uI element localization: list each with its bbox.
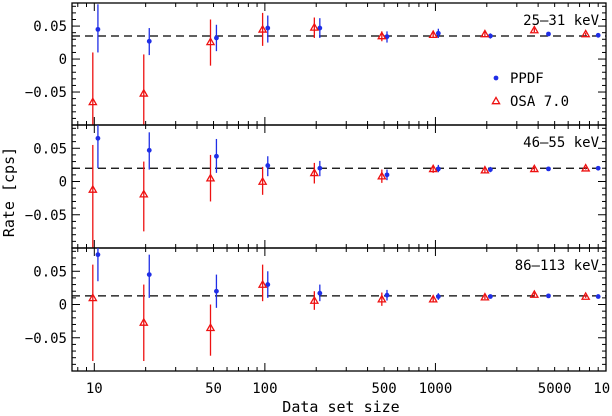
data-point	[595, 294, 601, 299]
data-point	[214, 35, 219, 41]
panel-1: 0.05 0 −0.05 25–31 keV	[25, 2, 607, 126]
data-point	[435, 30, 441, 36]
series-ppdf	[95, 4, 601, 56]
x-tick-label: 10	[86, 381, 103, 397]
series-osa-7-0	[88, 144, 591, 248]
data-point	[214, 153, 219, 159]
panel-3: 0.05 0 −0.05 86–113 keV	[25, 247, 607, 372]
data-point	[317, 25, 323, 31]
legend-item: PPDF	[493, 71, 544, 87]
x-tick-label: 500	[371, 381, 396, 397]
series-osa-7-0	[88, 264, 591, 362]
series-ppdf	[95, 125, 601, 181]
data-point	[428, 29, 438, 39]
data-point	[88, 184, 98, 193]
data-point	[377, 31, 387, 40]
data-point	[435, 294, 441, 299]
data-point	[205, 173, 216, 182]
panel-label: 25–31 keV	[523, 13, 599, 29]
y-tick-label: 0	[59, 298, 67, 314]
data-point	[529, 163, 540, 173]
data-point	[205, 322, 216, 332]
legend-marker	[493, 75, 499, 81]
y-axis-label: Rate [cps]	[0, 147, 18, 237]
y-tick-label: 0.05	[33, 264, 67, 280]
data-point	[480, 292, 490, 301]
data-point	[428, 163, 438, 173]
data-point	[139, 88, 149, 97]
x-tick-label: 5000	[538, 381, 572, 397]
data-point	[265, 163, 271, 168]
y-tick-label: −0.05	[25, 85, 67, 101]
y-tick-label: 0.05	[33, 19, 67, 35]
panel-label: 46–55 keV	[523, 135, 599, 151]
data-point	[580, 163, 591, 172]
x-tick-label: 50	[205, 381, 222, 397]
data-point	[146, 38, 152, 44]
legend-item: OSA 7.0	[491, 94, 569, 110]
y-tick-label: 0	[59, 175, 67, 191]
panel-label: 86–113 keV	[515, 258, 600, 274]
data-point	[595, 165, 601, 171]
data-point	[529, 25, 540, 34]
data-point	[480, 29, 490, 38]
data-point	[377, 171, 387, 180]
data-point	[546, 166, 551, 172]
y-tick-label: −0.05	[25, 331, 67, 347]
data-point	[88, 97, 98, 106]
data-point	[546, 31, 551, 37]
data-point	[487, 294, 493, 299]
data-point	[205, 36, 216, 46]
panel-2: 0.05 0 −0.05 46–55 keV	[25, 124, 607, 249]
data-point	[384, 172, 390, 178]
panel-frame	[71, 247, 607, 372]
legend-label: PPDF	[510, 71, 544, 87]
data-point	[309, 22, 320, 31]
data-point	[487, 167, 493, 172]
data-point	[257, 176, 268, 185]
data-point	[384, 34, 390, 40]
data-point	[139, 189, 149, 198]
legend-marker	[491, 96, 501, 105]
data-point	[546, 293, 551, 299]
data-point	[265, 25, 271, 31]
data-point	[257, 24, 268, 33]
data-point	[317, 290, 323, 296]
x-tick-label: 1000	[419, 381, 453, 397]
x-tick-label: 100	[252, 381, 277, 397]
data-point	[257, 279, 268, 288]
data-point	[265, 282, 271, 287]
y-tick-label: 0.05	[33, 141, 67, 157]
data-point	[139, 317, 149, 326]
chart-legend: PPDF OSA 7.0	[491, 71, 569, 110]
series-ppdf	[95, 248, 601, 308]
data-point	[317, 165, 323, 171]
data-point	[146, 272, 152, 277]
data-point	[95, 135, 101, 141]
data-point	[428, 294, 438, 303]
x-axis-label: Data set size	[282, 398, 399, 416]
data-point	[146, 147, 152, 153]
data-point	[214, 288, 219, 294]
data-point	[480, 165, 490, 174]
legend-label: OSA 7.0	[510, 94, 569, 110]
data-point	[309, 295, 320, 304]
data-point	[95, 26, 101, 32]
y-tick-label: 0	[59, 52, 67, 68]
data-point	[435, 166, 441, 172]
data-point	[309, 167, 320, 177]
y-tick-label: −0.05	[25, 208, 67, 224]
data-point	[384, 292, 390, 298]
data-point	[88, 292, 98, 302]
data-point	[580, 29, 591, 38]
x-tick-label: 10⁴	[593, 381, 612, 397]
data-point	[377, 294, 387, 303]
data-point	[595, 32, 601, 38]
series-osa-7-0	[88, 12, 591, 125]
data-point	[580, 291, 591, 300]
data-point	[95, 252, 101, 258]
data-point	[529, 289, 540, 298]
